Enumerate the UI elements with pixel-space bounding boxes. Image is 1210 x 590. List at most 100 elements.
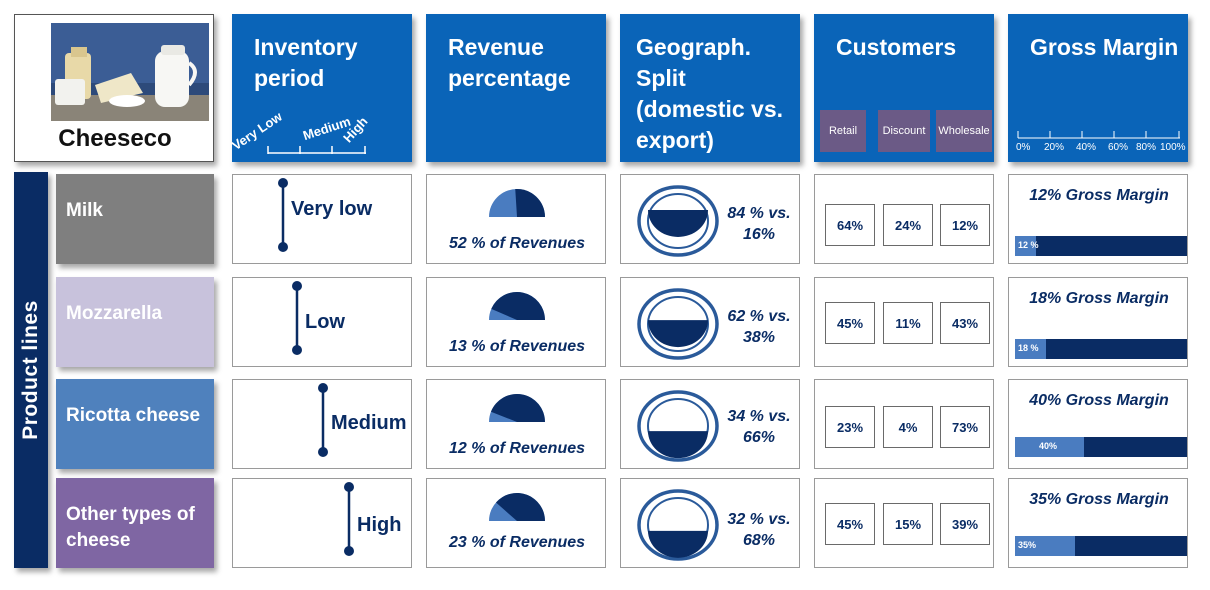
gross-margin-bar-fill <box>1015 437 1084 457</box>
header-title: Revenue percentage <box>448 34 571 91</box>
geo-split-label: 32 % vs. 68% <box>727 511 791 549</box>
scale-tick-40: 40% <box>1076 142 1097 153</box>
gross-margin-bar: 40% <box>1015 437 1187 457</box>
revenue-cell: 52 % of Revenues <box>426 174 606 264</box>
customer-wholesale-value: 39% <box>940 503 990 545</box>
inventory-level-marker <box>344 482 354 556</box>
geo-split-cell: 32 % vs. 68% <box>620 478 800 568</box>
inventory-level-marker <box>278 178 288 252</box>
inventory-scale-ruler <box>267 146 366 154</box>
inventory-marker-bottom-dot <box>344 546 354 556</box>
product-lines-label: Product lines <box>19 300 42 440</box>
gross-margin-bar-fill <box>1015 536 1076 556</box>
gross-margin-cell: 18% Gross Margin 18 % <box>1008 277 1188 367</box>
dairy-products-image <box>51 23 209 121</box>
customer-wholesale-value: 73% <box>940 406 990 448</box>
inventory-label: Medium <box>331 412 407 434</box>
inventory-cell: Low <box>232 277 412 367</box>
scale-tick-80: 80% <box>1136 142 1157 153</box>
gross-margin-title: 40% Gross Margin <box>1029 392 1169 409</box>
scale-tick-100: 100% <box>1160 142 1186 153</box>
revenue-label: 23 % of Revenues <box>448 534 586 551</box>
revenue-semicircle-icon <box>489 292 545 320</box>
customer-retail-value: 23% <box>825 406 875 448</box>
gross-margin-cell: 40% Gross Margin 40% <box>1008 379 1188 469</box>
gross-margin-bar-label: 35% <box>1018 540 1037 550</box>
customer-discount-value: 24% <box>883 204 933 246</box>
revenue-share-wedge <box>495 493 545 521</box>
row-label-ricotta-cheese: Ricotta cheese <box>56 379 214 469</box>
header-revenue-percentage: Revenue percentage <box>426 14 606 162</box>
revenue-semicircle-icon <box>489 493 545 521</box>
geo-split-bowl-icon <box>637 288 719 360</box>
gross-margin-bar-fill <box>1015 339 1046 359</box>
row-label-other-types-of-cheese: Other types of cheese <box>56 478 214 568</box>
inventory-cell: Very low <box>232 174 412 264</box>
customers-cell: 45% 15% 39% <box>814 478 994 568</box>
customer-discount-value: 11% <box>883 302 933 344</box>
inventory-marker-bottom-dot <box>292 345 302 355</box>
customer-segment-retail: Retail <box>820 110 866 152</box>
row-label-mozzarella: Mozzarella <box>56 277 214 367</box>
product-lines-sidebar <box>14 172 48 568</box>
customer-retail-value: 45% <box>825 503 875 545</box>
customer-discount-value: 4% <box>883 406 933 448</box>
inventory-level-marker <box>292 281 302 355</box>
header-title: Geograph. Split (domestic vs. export) <box>636 34 783 153</box>
gross-margin-bar: 12 % <box>1015 236 1187 256</box>
header-gross-margin: Gross Margin 0% 20% 40% 60% 80% 100% <box>1008 14 1188 162</box>
revenue-share-wedge <box>491 292 545 320</box>
customer-segment-discount: Discount <box>878 110 930 152</box>
inventory-cell: High <box>232 478 412 568</box>
gross-margin-bar-label: 12 % <box>1018 240 1039 250</box>
revenue-cell: 23 % of Revenues <box>426 478 606 568</box>
revenue-share-wedge <box>515 189 545 217</box>
scale-tick-20: 20% <box>1044 142 1065 153</box>
revenue-cell: 13 % of Revenues <box>426 277 606 367</box>
gross-margin-bar-label: 18 % <box>1018 343 1039 353</box>
inventory-label: Low <box>305 311 345 333</box>
geo-domestic-fill <box>648 431 708 459</box>
geo-domestic-fill <box>648 320 708 348</box>
brand-name: Cheeseco <box>58 125 172 152</box>
gross-margin-title: 18% Gross Margin <box>1029 290 1169 307</box>
gross-margin-cell: 12% Gross Margin 12 % <box>1008 174 1188 264</box>
customer-retail-value: 64% <box>825 204 875 246</box>
gross-margin-title: 35% Gross Margin <box>1029 491 1169 508</box>
revenue-semicircle-icon <box>489 394 545 422</box>
cheeseco-logo-box: Cheeseco <box>14 14 214 162</box>
geo-split-bowl-icon <box>637 185 719 257</box>
row-label-milk: Milk <box>56 174 214 264</box>
customer-segment-wholesale: Wholesale <box>936 110 992 152</box>
inventory-label: Very low <box>291 198 373 220</box>
inventory-marker-top-dot <box>344 482 354 492</box>
header-title: Inventory period <box>254 34 358 91</box>
gross-margin-bar-fill <box>1015 236 1036 256</box>
inventory-marker-bottom-dot <box>318 447 328 457</box>
geo-split-bowl-icon <box>637 489 719 561</box>
header-geographic-split: Geograph. Split (domestic vs. export) <box>620 14 800 162</box>
revenue-semicircle-icon <box>489 189 545 217</box>
inventory-marker-bottom-dot <box>278 242 288 252</box>
geo-domestic-fill <box>648 209 708 237</box>
gross-margin-bar: 35% <box>1015 536 1187 556</box>
revenue-cell: 12 % of Revenues <box>426 379 606 469</box>
inventory-marker-top-dot <box>292 281 302 291</box>
scale-tick-60: 60% <box>1108 142 1129 153</box>
gross-margin-title: 12% Gross Margin <box>1029 187 1169 204</box>
inventory-cell: Medium <box>232 379 412 469</box>
geo-domestic-fill <box>648 530 708 558</box>
geo-split-label: 34 % vs. 66% <box>727 408 791 446</box>
gross-margin-bar: 18 % <box>1015 339 1187 359</box>
customers-cell: 64% 24% 12% <box>814 174 994 264</box>
customers-cell: 23% 4% 73% <box>814 379 994 469</box>
geo-split-cell: 84 % vs. 16% <box>620 174 800 264</box>
customer-retail-value: 45% <box>825 302 875 344</box>
gross-margin-scale-ruler <box>1017 131 1180 139</box>
revenue-label: 52 % of Revenues <box>448 235 586 252</box>
gross-margin-bar-label: 40% <box>1039 441 1058 451</box>
customers-cell: 45% 11% 43% <box>814 277 994 367</box>
geo-split-cell: 62 % vs. 38% <box>620 277 800 367</box>
header-title: Gross Margin <box>1030 34 1179 60</box>
inventory-label: High <box>357 514 402 536</box>
